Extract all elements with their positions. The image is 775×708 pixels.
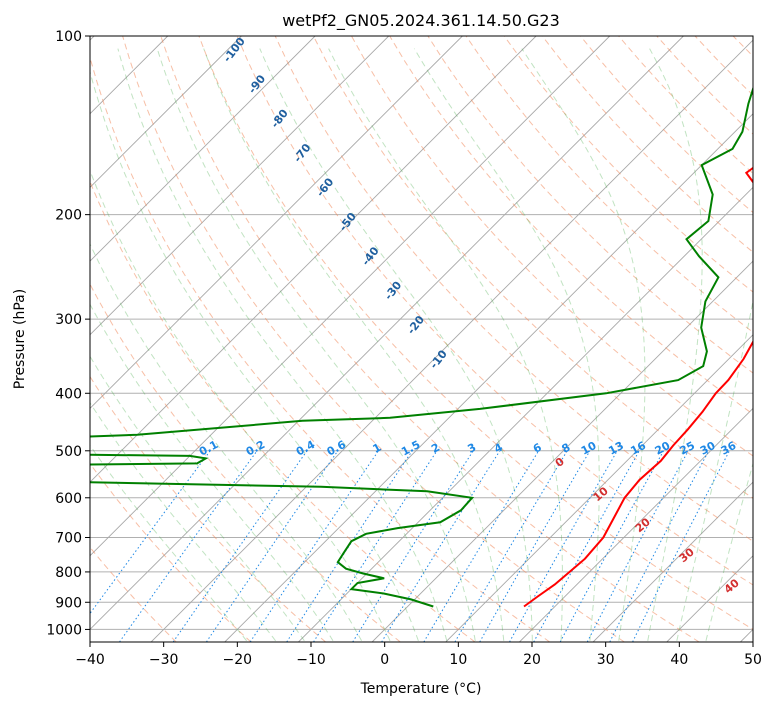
mixing-ratio-label: 30 xyxy=(698,439,718,458)
dry-adiabat-line xyxy=(503,36,753,293)
moist-adiabat-line xyxy=(117,48,448,641)
isotherm-line xyxy=(90,36,242,189)
x-axis-label: Temperature (°C) xyxy=(360,681,482,697)
mixing-ratio-line xyxy=(632,450,730,642)
isotherm-line xyxy=(90,36,611,557)
y-tick-label: 400 xyxy=(55,386,82,402)
moist-adiabat-line xyxy=(328,48,563,641)
isotherm-line xyxy=(90,36,316,262)
x-tick-label: 10 xyxy=(449,652,467,668)
dry-adiabat-line xyxy=(274,36,753,542)
moist-adiabat-line xyxy=(90,355,305,642)
y-tick-label: 1000 xyxy=(46,622,82,638)
dry-adiabat-line xyxy=(160,36,700,642)
dry-adiabat-line xyxy=(90,375,326,642)
mixing-ratio-line xyxy=(509,450,618,642)
mixing-ratio-line xyxy=(586,450,689,642)
mixing-ratio-line xyxy=(352,450,474,642)
mixing-ratio-line xyxy=(286,450,413,642)
x-tick-label: 0 xyxy=(380,652,389,668)
mixing-ratio-label: 25 xyxy=(677,439,697,458)
mixing-ratio-label: 16 xyxy=(628,439,648,458)
x-tick-label: 20 xyxy=(523,652,541,668)
moist-adiabat-line xyxy=(90,401,276,642)
isotherm-line xyxy=(445,334,753,642)
y-tick-label: 900 xyxy=(55,595,82,611)
isotherm-line xyxy=(592,481,753,642)
moist-adiabat-line xyxy=(90,169,391,642)
moist-adiabat-line xyxy=(259,48,533,641)
dry-adiabat-line xyxy=(90,462,252,642)
moist-adiabat-line xyxy=(705,461,753,641)
x-tick-label: −10 xyxy=(296,652,326,668)
x-tick-label: 50 xyxy=(744,652,762,668)
y-axis-label: Pressure (hPa) xyxy=(12,289,28,389)
dry-adiabat-line xyxy=(198,36,753,630)
mixing-ratio-line xyxy=(119,450,258,642)
moist-adiabat-line xyxy=(203,48,505,641)
y-tick-label: 200 xyxy=(55,208,82,224)
moist-adiabat-line xyxy=(156,48,476,641)
moist-adiabat-line xyxy=(647,48,703,641)
moist-adiabat-line xyxy=(90,444,247,642)
isotherm-line xyxy=(90,36,537,483)
moist-adiabat-line xyxy=(90,242,362,642)
mixing-ratio-line xyxy=(249,450,379,642)
dewpoint-profile-line xyxy=(90,85,753,608)
mixing-ratio-label: 13 xyxy=(606,439,626,458)
x-tick-label: −40 xyxy=(75,652,105,668)
y-tick-label: 100 xyxy=(55,29,82,45)
mixing-ratio-line xyxy=(172,450,308,642)
mixing-ratio-line xyxy=(423,450,540,642)
isotherm-line xyxy=(371,260,753,642)
isotherm-line xyxy=(90,36,390,336)
moist-adiabat-line xyxy=(676,298,753,641)
isotherm-line xyxy=(90,36,684,631)
x-tick-label: 40 xyxy=(670,652,688,668)
dry-adiabat-line xyxy=(122,36,625,642)
mixing-ratio-label: 20 xyxy=(653,439,673,458)
mixing-ratio-line xyxy=(559,450,665,642)
moist-adiabat-line xyxy=(521,48,646,641)
isotherm-line xyxy=(519,407,753,642)
mixing-ratio-label: 10 xyxy=(579,439,599,458)
moist-adiabat-line xyxy=(413,48,600,641)
background-lines xyxy=(90,36,753,642)
mixing-ratio-label: 36 xyxy=(719,439,739,458)
x-tick-label: 30 xyxy=(597,652,615,668)
chart-title: wetPf2_GN05.2024.361.14.50.G23 xyxy=(282,11,560,31)
x-tick-label: −20 xyxy=(223,652,253,668)
x-tick-label: −30 xyxy=(149,652,179,668)
moist-adiabat-line xyxy=(90,69,419,641)
plot-frame xyxy=(89,35,754,643)
moist-adiabat-line xyxy=(90,303,334,642)
axes: −40 −30 −20 −10 0 10 20 30 40 50 100 200 300 400 500 60… xyxy=(46,29,762,668)
mixing-ratio-line xyxy=(90,450,211,615)
y-tick-label: 800 xyxy=(55,565,82,581)
dry-adiabat-line xyxy=(236,36,753,586)
mixing-ratio-line xyxy=(205,450,339,642)
y-tick-label: 300 xyxy=(55,312,82,328)
y-tick-label: 700 xyxy=(55,531,82,547)
mixing-ratio-line xyxy=(313,450,438,642)
y-tick-label: 500 xyxy=(55,444,82,460)
dry-adiabat-line xyxy=(312,36,753,499)
isotherm-line xyxy=(90,36,463,410)
y-tick-label: 600 xyxy=(55,491,82,507)
mixing-ratio-line xyxy=(533,450,640,642)
data-series xyxy=(90,85,753,608)
isotherm-line xyxy=(150,39,753,642)
dry-adiabat-line xyxy=(90,55,550,642)
isotherm-line xyxy=(224,113,753,642)
temperature-profile-line xyxy=(523,166,753,608)
